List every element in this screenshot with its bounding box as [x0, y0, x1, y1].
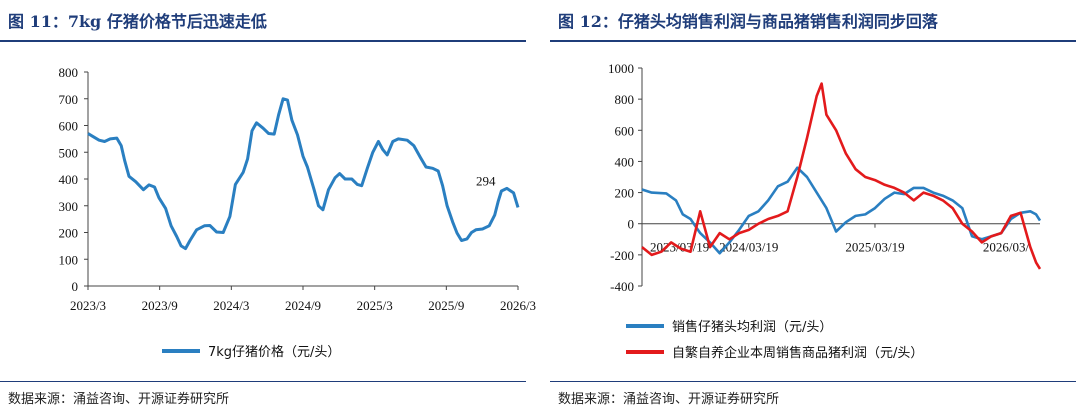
- y-tick-label: 0: [72, 279, 79, 294]
- y-tick-label: 100: [59, 252, 79, 267]
- left-source-note: 数据来源：涌益咨询、开源证券研究所: [8, 392, 230, 407]
- x-tick-label: 2025/3: [357, 298, 393, 313]
- legend-label: 销售仔猪头均利润（元/头）: [672, 319, 832, 335]
- y-tick-label: 500: [59, 145, 79, 160]
- last-value-label: 294: [476, 173, 496, 188]
- x-tick-label: 2023/3: [70, 298, 106, 313]
- left-title-rule: [0, 40, 526, 42]
- y-tick-label: 1000: [608, 61, 634, 76]
- y-tick-label: 800: [615, 92, 635, 107]
- left-source-rule: [0, 381, 526, 382]
- legend-label: 7kg仔猪价格（元/头）: [208, 344, 340, 360]
- x-tick-label: 2024/9: [285, 298, 321, 313]
- series-line-piglet-price: [87, 97, 520, 251]
- x-tick-label: 2024/3: [213, 298, 249, 313]
- x-tick-label: 2026/3: [500, 298, 536, 313]
- x-tick-label: 2025/9: [428, 298, 464, 313]
- y-tick-label: 400: [615, 154, 635, 169]
- y-tick-label: 800: [59, 65, 79, 80]
- left-panel: 图 11：7kg 仔猪价格节后迅速走低 0 100 200 300 400 500 600 7…: [0, 0, 537, 417]
- right-source-note: 数据来源：涌益咨询、开源证券研究所: [558, 392, 780, 407]
- left-figure-title: 图 11：7kg 仔猪价格节后迅速走低: [8, 12, 267, 31]
- x-tick-label: 2025/03/19: [845, 240, 904, 255]
- x-tick-label: 2023/9: [142, 298, 178, 313]
- series-line-hog-profit: [641, 82, 1042, 270]
- x-tick-label: 2026/03/: [983, 240, 1030, 255]
- legend-label: 自繁自养企业本周销售商品猪利润（元/头）: [672, 345, 923, 361]
- y-tick-label: 600: [59, 119, 79, 134]
- right-figure-title: 图 12：仔猪头均销售利润与商品猪销售利润同步回落: [558, 12, 938, 31]
- y-tick-label: 0: [628, 217, 635, 232]
- y-tick-label: 400: [59, 172, 79, 187]
- right-panel: 图 12：仔猪头均销售利润与商品猪销售利润同步回落 -400 -200 0 200 40…: [550, 0, 1080, 417]
- y-tick-label: 300: [59, 199, 79, 214]
- left-chart: 0 100 200 300 400 500 600 700 800 2023/3 2023/9 202…: [59, 65, 537, 360]
- right-title-rule: [550, 40, 1076, 42]
- y-tick-label: 200: [615, 186, 635, 201]
- y-tick-label: -200: [610, 248, 634, 263]
- y-tick-label: 600: [615, 123, 635, 138]
- x-tick-label: 2024/03/19: [719, 240, 778, 255]
- y-tick-label: 200: [59, 226, 79, 241]
- right-source-rule: [550, 381, 1076, 382]
- y-tick-label: -400: [610, 279, 634, 294]
- y-tick-label: 700: [59, 92, 79, 107]
